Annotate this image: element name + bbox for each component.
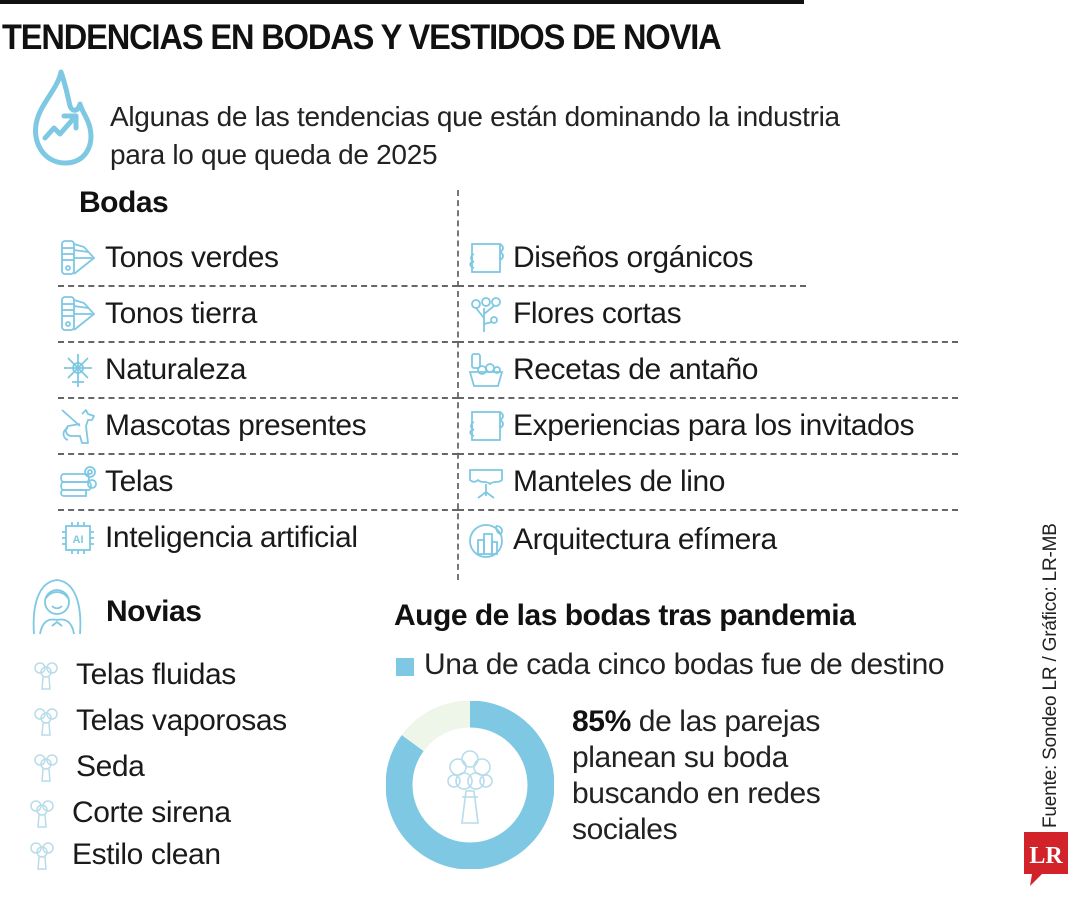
leaf-frame-icon — [469, 411, 504, 441]
stat-value: 85% — [572, 705, 631, 738]
leaf-frame-icon — [469, 243, 504, 273]
ai-chip-icon: AI — [62, 522, 94, 554]
stat-line-2: planean su boda — [572, 741, 788, 774]
bouquet-icon — [30, 800, 54, 828]
bouquet-icon — [34, 662, 58, 690]
list-item-ia: AI Inteligencia artificial — [58, 510, 358, 566]
list-item-arquitectura: Arquitectura efímera — [466, 512, 777, 568]
auge-heading: Auge de las bodas tras pandemia — [394, 599, 856, 632]
stat-line-4: sociales — [572, 813, 678, 846]
stat-text: 85% de las parejas planean su boda busca… — [572, 704, 821, 848]
item-label: Corte sirena — [72, 796, 231, 829]
bouquet-icon — [447, 750, 493, 824]
list-item-tonos-verdes: Tonos verdes — [58, 230, 279, 286]
column-divider — [457, 190, 459, 580]
bride-icon — [32, 579, 82, 635]
item-label: Telas vaporosas — [76, 704, 287, 737]
list-item-manteles: Manteles de lino — [466, 454, 725, 510]
donut-chart — [386, 701, 554, 869]
novias-list: Telas fluidas Telas vaporosas Seda Corte… — [30, 652, 287, 874]
list-item-recetas: Recetas de antaño — [466, 342, 758, 398]
list-item-naturaleza: Naturaleza — [58, 342, 246, 398]
svg-text:LR: LR — [1029, 843, 1063, 869]
eco-building-icon — [469, 524, 503, 558]
row-divider — [458, 285, 806, 287]
legend-label: Una de cada cinco bodas fue de destino — [424, 648, 945, 681]
bodas-heading: Bodas — [79, 186, 169, 219]
item-label: Naturaleza — [105, 353, 247, 386]
legend-swatch — [396, 658, 414, 676]
lr-logo: LR — [1024, 832, 1068, 886]
item-label: Tonos tierra — [105, 297, 257, 330]
item-label: Estilo clean — [72, 838, 221, 871]
donut-segment-85 — [386, 701, 554, 869]
list-item-experiencias: Experiencias para los invitados — [466, 398, 915, 454]
item-label: Experiencias para los invitados — [513, 409, 915, 442]
row-divider — [58, 509, 458, 511]
top-rule — [0, 0, 804, 4]
novias-heading: Novias — [106, 595, 202, 628]
item-label: Recetas de antaño — [513, 353, 759, 386]
novias-item: Estilo clean — [26, 836, 287, 874]
list-item-tonos-tierra: Tonos tierra — [58, 286, 257, 342]
source-credit: Fuente: Sondeo LR / Gráfico: LR-MB — [1040, 523, 1061, 828]
row-divider — [458, 509, 958, 511]
row-divider — [458, 341, 958, 343]
novias-item: Telas vaporosas — [30, 698, 287, 744]
list-item-telas: Telas — [58, 454, 173, 510]
row-divider — [58, 341, 458, 343]
color-swatch-icon — [61, 240, 96, 275]
novias-item: Telas fluidas — [30, 652, 287, 698]
list-item-mascotas: Mascotas presentes — [58, 398, 367, 454]
row-divider — [58, 285, 458, 287]
item-label: Telas — [105, 465, 174, 498]
trending-flame-icon — [33, 69, 94, 166]
intro-line-2: para lo que queda de 2025 — [110, 139, 438, 170]
item-label: Arquitectura efímera — [513, 523, 777, 556]
item-label: Inteligencia artificial — [105, 521, 358, 554]
item-label: Telas fluidas — [76, 658, 236, 691]
fabric-rolls-icon — [60, 466, 97, 497]
novias-item: Corte sirena — [26, 790, 287, 836]
item-label: Mascotas presentes — [105, 409, 367, 442]
row-divider — [58, 397, 458, 399]
intro-line-1: Algunas de las tendencias que están domi… — [110, 101, 840, 132]
bouquet-icon — [34, 708, 58, 736]
novias-item: Seda — [30, 744, 287, 790]
flower-branch-icon — [471, 297, 501, 332]
row-divider — [58, 453, 458, 455]
dog-leash-icon — [61, 409, 95, 444]
intro-text: Algunas de las tendencias que están domi… — [110, 98, 840, 174]
snowflake-flower-icon — [64, 354, 92, 387]
main-title: TENDENCIAS EN BODAS Y VESTIDOS DE NOVIA — [2, 18, 722, 57]
bouquet-icon — [30, 842, 54, 870]
food-basket-icon — [468, 353, 504, 387]
item-label: Tonos verdes — [105, 241, 279, 274]
item-label: Flores cortas — [513, 297, 682, 330]
legend: Una de cada cinco bodas fue de destino — [396, 648, 945, 682]
list-item-disenos-organicos: Diseños orgánicos — [466, 230, 753, 286]
item-label: Seda — [76, 750, 145, 783]
item-label: Diseños orgánicos — [513, 241, 753, 274]
svg-text:AI: AI — [73, 534, 84, 546]
color-swatch-icon — [61, 296, 96, 331]
row-divider — [458, 397, 958, 399]
row-divider — [458, 453, 958, 455]
list-item-flores-cortas: Flores cortas — [466, 286, 682, 342]
stat-line-1: de las parejas — [630, 705, 821, 738]
bouquet-icon — [34, 754, 58, 782]
stat-line-3: buscando en redes — [572, 777, 821, 810]
item-label: Manteles de lino — [513, 465, 726, 498]
tablecloth-icon — [469, 469, 503, 499]
